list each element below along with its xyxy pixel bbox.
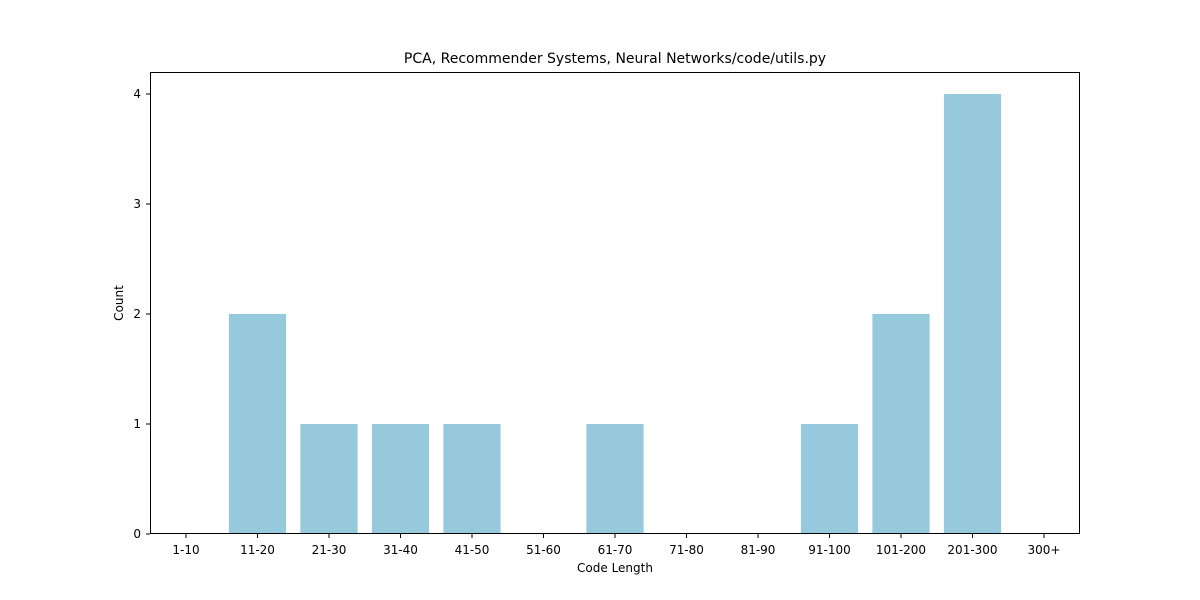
x-tick-label: 300+ xyxy=(1028,543,1061,557)
bar-61-70 xyxy=(586,424,644,534)
y-tick-label: 2 xyxy=(133,307,141,321)
plot-frame xyxy=(150,72,1080,534)
x-tick-label: 31-40 xyxy=(383,543,418,557)
y-tick-label: 4 xyxy=(133,87,141,101)
x-tick-label: 41-50 xyxy=(455,543,490,557)
bar-21-30 xyxy=(300,424,358,534)
bar-31-40 xyxy=(371,424,430,534)
x-tick-label: 81-90 xyxy=(741,543,776,557)
x-tick-label: 101-200 xyxy=(876,543,926,557)
x-tick-label: 21-30 xyxy=(312,543,347,557)
y-tick-label: 0 xyxy=(133,527,141,541)
bar-101-200 xyxy=(872,314,930,534)
x-tick-label: 51-60 xyxy=(526,543,561,557)
x-axis-label: Code Length xyxy=(577,561,653,575)
x-tick-label: 91-100 xyxy=(808,543,851,557)
bar-201-300 xyxy=(943,94,1002,534)
bars-group xyxy=(228,94,1002,534)
bar-41-50 xyxy=(443,424,501,534)
x-tick-label: 61-70 xyxy=(598,543,633,557)
y-axis-ticks: 0 1 2 3 4 xyxy=(133,87,150,541)
x-axis-ticks: 1-10 11-20 21-30 31-40 41-50 51-60 61-70 71-80 8… xyxy=(172,534,1060,557)
y-axis-label: Count xyxy=(112,285,126,321)
y-tick-label: 3 xyxy=(133,197,141,211)
y-tick-label: 1 xyxy=(133,417,141,431)
bar-11-20 xyxy=(228,314,287,534)
chart-title: PCA, Recommender Systems, Neural Network… xyxy=(404,51,826,67)
x-tick-label: 71-80 xyxy=(669,543,704,557)
x-tick-label: 201-300 xyxy=(947,543,997,557)
x-tick-label: 11-20 xyxy=(240,543,275,557)
x-tick-label: 1-10 xyxy=(172,543,199,557)
bar-91-100 xyxy=(800,424,859,534)
